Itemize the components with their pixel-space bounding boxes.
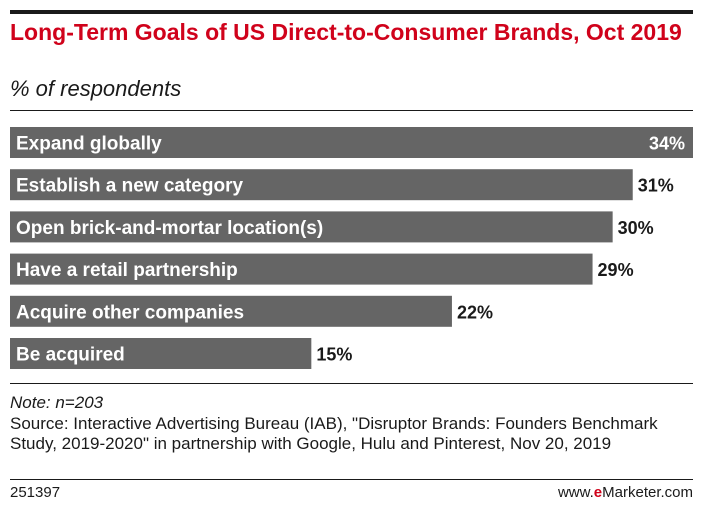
chart-note: Note: n=203 [10,393,104,412]
value-label: 29% [598,260,634,280]
bar [10,211,613,243]
emarketer-logo: www.eMarketer.com [558,484,693,501]
value-label: 22% [457,302,493,322]
brand-e: e [593,484,603,501]
bar [10,338,312,369]
value-label: 30% [618,218,654,238]
value-label: 15% [316,345,352,365]
chart-divider [10,383,693,384]
bar [10,127,693,158]
category-label: Be acquired [16,345,125,366]
chart-subtitle: % of respondents [10,76,182,101]
header-divider [10,110,693,111]
footer-divider [10,479,693,480]
category-label: Open brick-and-mortar location(s) [16,218,323,239]
category-label: Acquire other companies [16,302,244,323]
value-label: 31% [638,176,674,196]
brand-prefix: www. [557,484,594,501]
brand-rest: Marketer.com [602,484,693,501]
top-rule [10,10,693,14]
bar [10,295,452,327]
category-label: Establish a new category [16,176,243,197]
bar [10,169,633,201]
bar [10,253,593,285]
chart-source: Source: Interactive Advertising Bureau (… [10,414,658,453]
chart-id: 251397 [10,484,61,501]
chart-title: Long-Term Goals of US Direct-to-Consumer… [10,19,682,45]
category-label: Expand globally [16,134,162,155]
value-label: 34% [649,134,685,154]
category-label: Have a retail partnership [16,260,238,281]
